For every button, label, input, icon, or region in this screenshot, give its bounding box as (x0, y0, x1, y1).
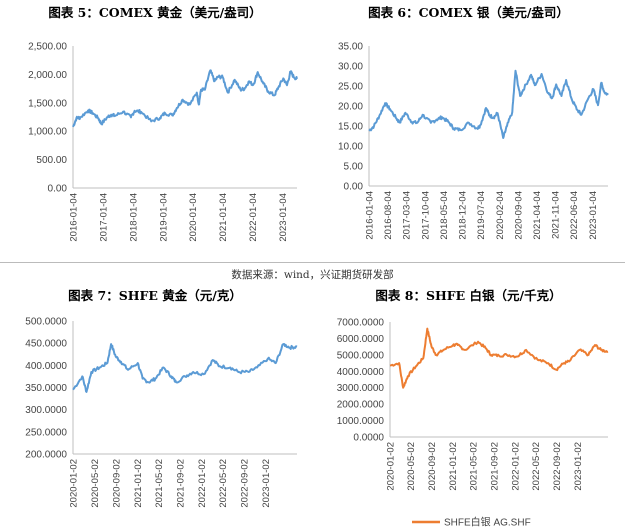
x-tick-label: 2021-11-04 (551, 191, 562, 239)
y-tick-label: 1,000.00 (28, 127, 67, 138)
x-tick-label: 2017-10-04 (420, 191, 431, 240)
chart-panel-comex-silver: 图表 6：COMEX 银（美元/盎司） 35.00 30.00 25.00 20.00… (312, 0, 625, 262)
chart-panel-shfe-silver: 图表 8：SHFE 白银（元/千克） 7000.0000 6000.0000 500… (312, 283, 625, 530)
x-tick-label: 2022-01-04 (248, 193, 259, 242)
x-tick-label: 2020-01-02 (386, 442, 397, 491)
x-tick-label: 2020-05-02 (406, 442, 417, 491)
chart-panel-comex-gold: 图表 5：COMEX 黄金（美元/盎司） 2,500.00 2,000.00 1,5… (0, 0, 310, 262)
x-tick-label: 2021-09-02 (490, 442, 501, 491)
y-tick-label: 7000.0000 (337, 318, 385, 329)
x-tick-label: 2022-05-02 (531, 442, 542, 491)
series-line (72, 69, 298, 128)
chart-comex-gold: 2,500.00 2,000.00 1,500.00 1,000.00 500.00 0.… (28, 42, 298, 242)
x-tick-label: 2020-09-02 (427, 442, 438, 491)
x-tick-label: 2018-01-04 (128, 193, 139, 242)
y-tick-label: 30.00 (338, 62, 363, 73)
y-tick-label: 0.00 (344, 182, 364, 193)
chart-comex-silver: 35.0030.0025.0020.0015.0010.005.000.0020… (338, 42, 609, 240)
x-tick-label: 2022-01-02 (510, 442, 521, 491)
y-tick-label: 20.00 (338, 102, 363, 113)
series-line (72, 343, 298, 393)
x-tick-label: 2016-01-04 (365, 191, 376, 240)
x-tick-label: 2021-01-02 (448, 442, 459, 491)
x-tick-label: 2020-09-04 (513, 191, 524, 240)
x-tick-label: 2016-01-04 (69, 193, 80, 242)
x-tick-label: 2021-01-02 (133, 459, 144, 508)
y-tick-label: 400.0000 (25, 361, 67, 372)
y-tick-label: 500.00 (36, 155, 67, 166)
y-tick-label: 15.00 (338, 122, 363, 133)
x-tick-label: 2017-03-04 (402, 191, 413, 240)
x-tick-label: 2020-01-02 (69, 459, 80, 508)
chart-title: 图表 8：SHFE 白银（元/千克） (375, 288, 562, 303)
x-tick-label: 2020-05-02 (90, 459, 101, 508)
y-tick-label: 200.0000 (25, 450, 67, 461)
y-tick-label: 0.0000 (353, 433, 384, 444)
y-tick-label: 4000.0000 (337, 367, 385, 378)
x-tick-label: 2020-02-04 (495, 191, 506, 240)
x-tick-label: 2021-04-04 (532, 191, 543, 240)
y-tick-label: 10.00 (338, 142, 363, 153)
legend-label: SHFE白银 AG.SHF (444, 516, 531, 529)
y-tick-label: 1,500.00 (28, 98, 67, 109)
x-tick-label: 2018-12-04 (458, 191, 469, 240)
data-source-note: 数据来源：wind，兴证期货研发部 (231, 269, 394, 281)
x-tick-label: 2021-01-04 (218, 193, 229, 242)
x-tick-label: 2023-01-04 (588, 191, 599, 240)
y-tick-label: 2000.0000 (337, 400, 385, 411)
y-tick-label: 5.00 (344, 162, 364, 173)
y-tick-label: 2,500.00 (28, 42, 67, 53)
y-tick-label: 350.0000 (25, 383, 67, 394)
chart-title: 图表 6：COMEX 银（美元/盎司） (368, 5, 569, 20)
x-tick-label: 2017-01-04 (98, 193, 109, 242)
x-tick-label: 2016-08-04 (383, 191, 394, 240)
y-tick-label: 1000.0000 (337, 416, 385, 427)
x-tick-label: 2021-05-02 (154, 459, 165, 508)
x-tick-label: 2019-01-04 (158, 193, 169, 242)
x-tick-label: 2022-06-04 (569, 191, 580, 240)
x-tick-label: 2020-09-02 (111, 459, 122, 508)
y-tick-label: 0.00 (48, 184, 68, 195)
y-tick-label: 3000.0000 (337, 383, 385, 394)
x-tick-label: 2021-09-02 (175, 459, 186, 508)
chart-title: 图表 7：SHFE 黄金（元/克） (68, 288, 242, 303)
x-tick-label: 2022-05-02 (218, 459, 229, 508)
series-line (368, 69, 609, 139)
y-tick-label: 250.0000 (25, 427, 67, 438)
y-tick-label: 35.00 (338, 42, 363, 53)
x-tick-label: 2023-01-02 (573, 442, 584, 491)
x-tick-label: 2023-01-04 (278, 193, 289, 242)
x-tick-label: 2021-05-02 (469, 442, 480, 491)
chart-shfe-silver: 7000.0000 6000.0000 5000.0000 4000.0000 3000… (337, 318, 609, 529)
chart-shfe-gold: 500.0000 450.0000 400.0000 350.0000 300.0000… (25, 317, 298, 508)
x-tick-label: 2018-05-04 (439, 191, 450, 240)
y-tick-label: 300.0000 (25, 405, 67, 416)
section-divider (0, 262, 625, 263)
y-tick-label: 6000.0000 (337, 334, 385, 345)
x-tick-label: 2019-07-04 (476, 191, 487, 240)
y-tick-label: 2,000.00 (28, 70, 67, 81)
x-tick-label: 2022-01-02 (197, 459, 208, 508)
series-line (389, 327, 609, 389)
x-tick-label: 2020-01-04 (188, 193, 199, 242)
y-tick-label: 500.0000 (25, 317, 67, 328)
chart-panel-shfe-gold: 图表 7：SHFE 黄金（元/克） 500.0000 450.0000 400.00… (0, 283, 310, 530)
y-tick-label: 25.00 (338, 82, 363, 93)
x-tick-label: 2022-09-02 (240, 459, 251, 508)
y-tick-label: 5000.0000 (337, 350, 385, 361)
y-tick-label: 450.0000 (25, 339, 67, 350)
chart-title: 图表 5：COMEX 黄金（美元/盎司） (48, 5, 262, 20)
x-tick-label: 2023-01-02 (261, 459, 272, 508)
x-tick-label: 2022-09-02 (552, 442, 563, 491)
